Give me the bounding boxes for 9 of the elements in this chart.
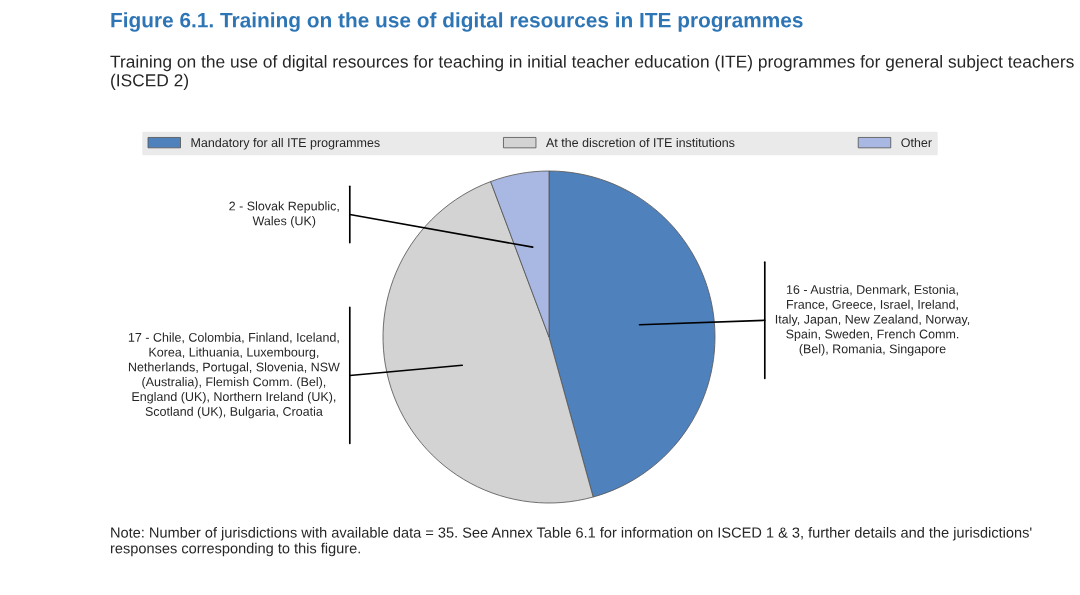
legend-label: At the discretion of ITE institutions (545, 137, 735, 148)
legend-label: Mandatory for all ITE programmes (191, 137, 380, 150)
legend-label: Other (901, 137, 932, 148)
data-label: 2 - Slovak Republic, Wales (UK) (229, 201, 339, 228)
chart-title: Figure 6.1. Training on the use of digital resources in ITE programmes (111, 12, 803, 32)
text: Note: Number of jurisdictions with available data = 35. See Annex Table 6.1 for information on ISCED 1 & 3, further details and the jurisdictions' responses corresponding to this figure. (110, 527, 1032, 557)
data-label: 16 - Austria, Denmark, Estonia, France, Greece, Israel, Ireland, Italy, Japan, New Zealand, Norway, Spain, Sweden, French Comm. (Bel), Romania, Singapore (775, 284, 970, 356)
data-label: 17 - Chile, Colombia, Finland, Iceland, Korea, Lithuania, Luxembourg, Netherlands, Portugal, Slovenia, NSW (Australia), Flemish Comm. (Bel), England (UK), Northern Ireland (UK), Scotland (UK), Bulgaria, Croatia (128, 332, 340, 419)
chart-subtitle: Training on the use of digital resources for teaching in initial teacher education (ITE) programmes for general subject teachers (ISCED 2) (110, 55, 1074, 90)
